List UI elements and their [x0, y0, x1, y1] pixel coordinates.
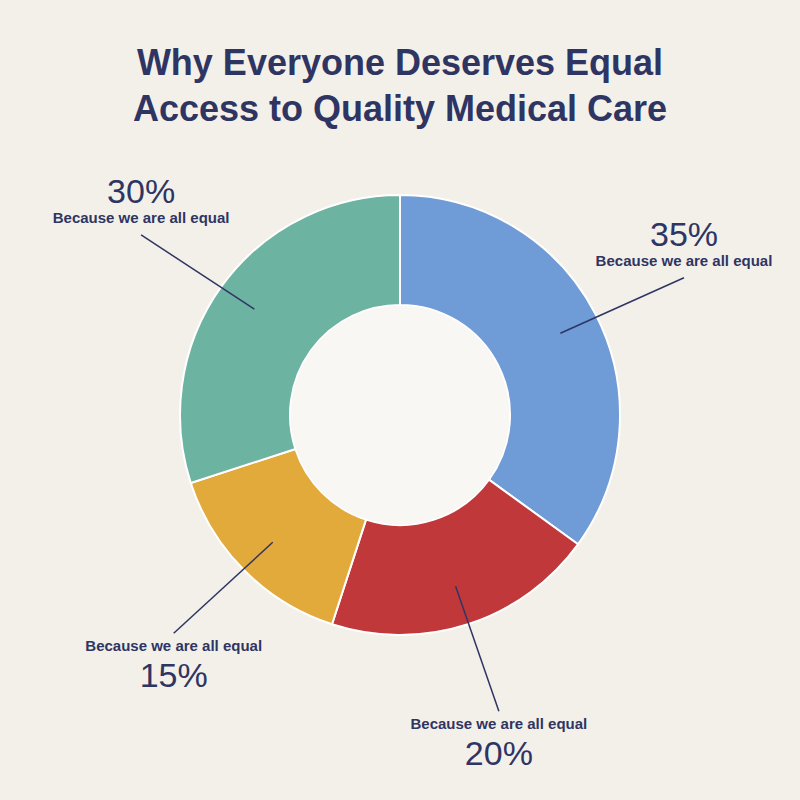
html-text:Why Everyone Deserves Equal Ac: Why Everyone Deserves Equal Access to Qu…	[132, 42, 668, 129]
svg-text:30%: 30%	[107, 172, 175, 210]
svg-text:Because we are all equal: Because we are all equal	[411, 715, 588, 732]
svg-text:20%: 20%	[465, 734, 533, 772]
svg-text:35%: 35%	[650, 215, 718, 253]
svg-text:Because we are all equal: Because we are all equal	[85, 637, 262, 654]
svg-text:Because we are all equal: Because we are all equal	[53, 209, 230, 226]
svg-text:Because we are all equal: Because we are all equal	[596, 252, 773, 269]
svg-text:15%: 15%	[140, 656, 208, 694]
